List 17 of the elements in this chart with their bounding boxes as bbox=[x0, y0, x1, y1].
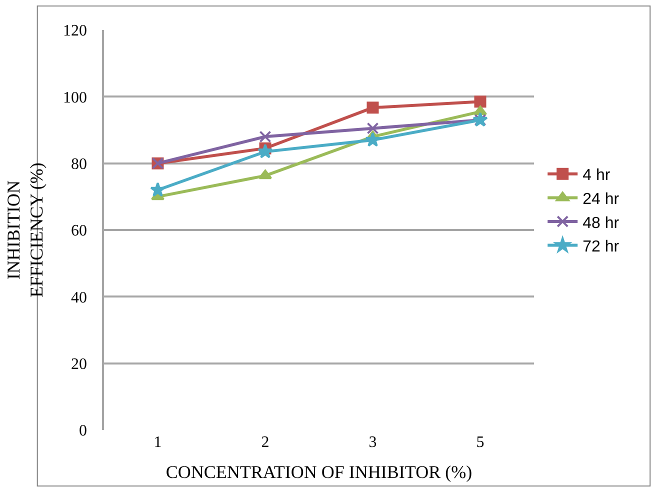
x-tick-label: 5 bbox=[476, 434, 484, 451]
x-tick-label: 2 bbox=[261, 434, 270, 451]
y-tick-label: 120 bbox=[63, 22, 88, 40]
y-tick-label: 100 bbox=[63, 89, 88, 106]
y-tick-label: 20 bbox=[71, 356, 88, 373]
y-tick-label: 40 bbox=[71, 289, 88, 306]
x-tick-label: 1 bbox=[154, 434, 162, 451]
y-tick-label: 60 bbox=[71, 222, 88, 240]
y-tick-label: 80 bbox=[71, 156, 88, 173]
legend-label: 24 hr bbox=[582, 190, 620, 208]
legend-label: 48 hr bbox=[582, 214, 620, 232]
legend-label: 72 hr bbox=[582, 238, 620, 256]
y-axis-title: INHIBITION EFFICIENCY (%) bbox=[3, 162, 47, 298]
legend-label: 4 hr bbox=[582, 167, 611, 184]
x-tick-label: 3 bbox=[368, 434, 377, 451]
x-axis-title: CONCENTRATION OF INHIBITOR (%) bbox=[166, 462, 472, 482]
y-tick-label: 0 bbox=[79, 422, 88, 440]
